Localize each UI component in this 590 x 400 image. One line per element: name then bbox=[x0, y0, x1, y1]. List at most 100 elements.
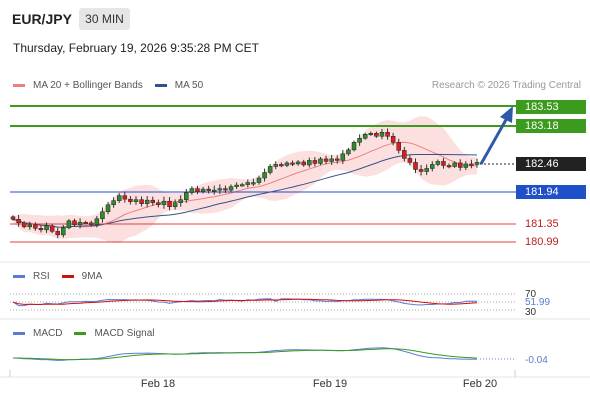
candle-body bbox=[385, 132, 390, 137]
candle-body bbox=[273, 164, 278, 167]
candle-body bbox=[184, 192, 189, 200]
ma50-line bbox=[12, 153, 478, 228]
candle-body bbox=[150, 199, 156, 203]
rsi-value-label: 51.99 bbox=[525, 297, 550, 308]
x-tick-feb19: Feb 19 bbox=[313, 378, 347, 390]
candle-body bbox=[239, 184, 245, 187]
candle-body bbox=[100, 211, 105, 220]
candle-body bbox=[105, 204, 111, 212]
macd-value-label: -0.04 bbox=[525, 355, 548, 366]
copyright-text: Research © 2026 Trading Central bbox=[431, 80, 581, 91]
candle-body bbox=[228, 186, 234, 191]
candle-body bbox=[346, 149, 351, 155]
candle-body bbox=[430, 164, 435, 169]
candle-body bbox=[457, 162, 463, 168]
candle-body bbox=[139, 199, 144, 204]
candle-body bbox=[83, 222, 88, 225]
candle-body bbox=[312, 160, 318, 164]
main-legend: MA 20 + Bollinger Bands MA 50 bbox=[13, 80, 203, 91]
candle-body bbox=[21, 222, 27, 228]
candle-body bbox=[329, 158, 334, 162]
candle-body bbox=[49, 225, 55, 232]
candle-body bbox=[323, 158, 329, 162]
rsi-ma-swatch bbox=[61, 275, 74, 278]
candle-body bbox=[362, 134, 368, 139]
x-tick-feb18: Feb 18 bbox=[141, 378, 175, 390]
candle-body bbox=[189, 188, 195, 193]
ma50-legend-label: MA 50 bbox=[174, 80, 204, 91]
candle-body bbox=[200, 188, 206, 192]
candle-body bbox=[206, 188, 211, 191]
macd-signal-legend-label: MACD Signal bbox=[94, 328, 155, 339]
ma20-swatch bbox=[13, 84, 25, 87]
candle-body bbox=[295, 161, 301, 165]
rsi-lower-label: 30 bbox=[525, 307, 537, 318]
x-tick-feb20: Feb 20 bbox=[463, 378, 497, 390]
candle-body bbox=[368, 133, 374, 136]
candle-body bbox=[27, 224, 33, 228]
candle-body bbox=[156, 202, 161, 205]
candle-body bbox=[307, 160, 312, 166]
candle-body bbox=[418, 169, 424, 172]
timeframe-button[interactable]: 30 MIN bbox=[79, 8, 130, 30]
candle-body bbox=[245, 182, 251, 185]
candle-body bbox=[133, 199, 139, 202]
candle-body bbox=[44, 225, 49, 231]
rsi-ma-line bbox=[12, 298, 478, 305]
candle-body bbox=[172, 202, 178, 207]
candle-body bbox=[167, 200, 172, 207]
candle-body bbox=[262, 172, 267, 179]
candle-body bbox=[33, 224, 38, 229]
pair-title: EUR/JPY bbox=[12, 11, 72, 27]
level-label-r1: 183.18 bbox=[516, 119, 586, 133]
rsi-legend: RSI 9MA bbox=[13, 271, 102, 282]
candle-body bbox=[435, 161, 441, 165]
candle-body bbox=[72, 220, 77, 226]
rsi-upper-label: 70 bbox=[525, 289, 537, 300]
candle-body bbox=[161, 200, 167, 205]
candle-body bbox=[424, 168, 429, 172]
candle-body bbox=[122, 195, 128, 200]
macd-signal-swatch bbox=[74, 332, 87, 335]
candle-body bbox=[284, 162, 290, 166]
candle-body bbox=[301, 161, 306, 166]
rsi-swatch bbox=[13, 275, 25, 278]
candle-body bbox=[178, 199, 183, 203]
level-label-s2: 180.99 bbox=[525, 236, 559, 248]
candle-body bbox=[94, 218, 100, 226]
candle-body bbox=[89, 222, 94, 226]
candle-body bbox=[38, 228, 44, 231]
macd-legend-label: MACD bbox=[33, 328, 63, 339]
level-label-s1: 181.35 bbox=[525, 218, 559, 230]
candle-body bbox=[441, 161, 446, 166]
candle-body bbox=[402, 150, 407, 159]
candle-body bbox=[128, 198, 133, 202]
candle-body bbox=[279, 164, 284, 167]
ma50-swatch bbox=[154, 84, 167, 87]
candle-body bbox=[16, 219, 21, 224]
candle-body bbox=[267, 166, 273, 173]
candle-body bbox=[396, 142, 401, 151]
macd-swatch bbox=[13, 332, 25, 335]
candle-body bbox=[351, 142, 357, 151]
candle-body bbox=[474, 162, 480, 165]
candle-body bbox=[390, 136, 396, 143]
rsi-legend-label: RSI bbox=[33, 271, 50, 282]
candle-body bbox=[217, 188, 223, 191]
candle-body bbox=[334, 158, 340, 161]
candle-body bbox=[234, 184, 239, 187]
last-price-label: 182.46 bbox=[516, 157, 586, 171]
candle-body bbox=[446, 165, 452, 168]
candle-body bbox=[469, 163, 474, 166]
candle-body bbox=[144, 199, 150, 204]
candle-body bbox=[374, 133, 379, 137]
candle-body bbox=[463, 163, 469, 168]
level-label-pivot: 181.94 bbox=[516, 185, 586, 199]
trend-arrow bbox=[479, 106, 513, 165]
candle-body bbox=[223, 188, 228, 191]
bollinger-band bbox=[13, 115, 477, 244]
level-label-r2: 183.53 bbox=[516, 100, 586, 114]
candle-body bbox=[195, 188, 200, 192]
candle-body bbox=[77, 222, 83, 226]
